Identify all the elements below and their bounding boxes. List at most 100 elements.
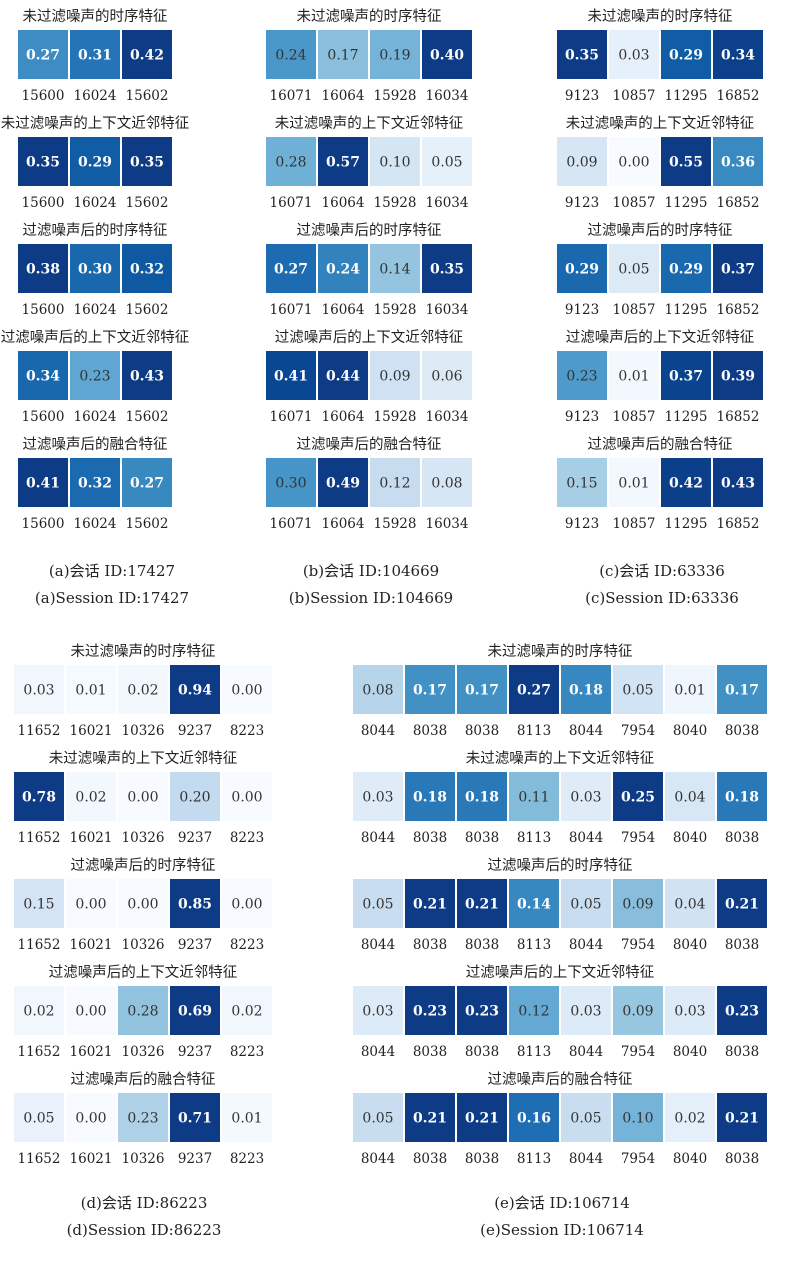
heatmap-tick-label: 8040 — [673, 937, 707, 953]
heatmap-cell-value: 0.23 — [566, 369, 597, 385]
heatmap-cell-value: 0.85 — [178, 897, 212, 913]
heatmap-tick-label: 9123 — [565, 516, 599, 532]
heatmap-cell-value: 0.23 — [413, 1004, 447, 1020]
heatmap-cell — [661, 458, 711, 507]
heatmap-cell-value: 0.11 — [518, 790, 549, 806]
heatmap-cell-value: 0.10 — [622, 1111, 653, 1127]
heatmap-tick-label: 8044 — [361, 1044, 395, 1060]
heatmap-cell-value: 0.12 — [518, 1004, 549, 1020]
heatmap-tick-label: 8038 — [465, 830, 499, 846]
heatmap-tick-label: 16034 — [426, 516, 469, 532]
heatmap-tick-label: 8038 — [725, 1151, 759, 1167]
heatmap-cell — [717, 1093, 767, 1142]
heatmap-cell — [509, 772, 559, 821]
heatmap-tick-label: 11652 — [18, 723, 61, 739]
heatmap-cell — [118, 986, 168, 1035]
heatmap-cell — [14, 986, 64, 1035]
caption-e: (e)会话 ID:106714 (e)Session ID:106714 — [352, 1190, 772, 1244]
heatmap-tick-label: 15600 — [22, 409, 65, 425]
caption-b-en: (b)Session ID:104669 — [288, 589, 454, 607]
heatmap-cell-value: 0.21 — [465, 897, 499, 913]
heatmap-tick-label: 10857 — [613, 409, 656, 425]
heatmap-tick-label: 16852 — [717, 409, 760, 425]
heatmap-cell-value: 0.10 — [379, 155, 410, 171]
heatmap-row-title: 未过滤噪声的时序特征 — [71, 642, 216, 660]
heatmap-cell — [14, 665, 64, 714]
heatmap-cell — [170, 879, 220, 928]
heatmap-cell — [222, 879, 272, 928]
heatmap-cell-value: 0.09 — [622, 897, 653, 913]
heatmap-cell-value: 0.35 — [430, 262, 464, 278]
heatmap-cell-value: 0.21 — [413, 1111, 447, 1127]
heatmap-cell-value: 0.25 — [621, 790, 655, 806]
heatmap-cell-value: 0.02 — [674, 1111, 705, 1127]
heatmap-tick-label: 10326 — [122, 830, 165, 846]
heatmap-cell-value: 0.23 — [725, 1004, 759, 1020]
heatmap-row-title: 过滤噪声后的时序特征 — [588, 221, 733, 239]
heatmap-cell — [422, 244, 472, 293]
heatmap-tick-label: 15928 — [374, 195, 417, 211]
heatmap-panel-c-svg: 未过滤噪声的时序特征 0.35 9123 0.03 10857 0.29 11295 0.34… — [557, 7, 763, 532]
heatmap-cell — [713, 30, 763, 79]
heatmap-cell — [609, 30, 659, 79]
heatmap-cell-value: 0.41 — [274, 369, 308, 385]
heatmap-cell — [266, 137, 316, 186]
heatmap-cell-value: 0.00 — [75, 1004, 106, 1020]
heatmap-row-title: 未过滤噪声的上下文近邻特征 — [566, 114, 755, 132]
heatmap-cell — [717, 986, 767, 1035]
heatmap-tick-label: 9237 — [178, 1044, 212, 1060]
heatmap-tick-label: 16024 — [74, 302, 117, 318]
heatmap-tick-label: 16071 — [270, 88, 313, 104]
heatmap-cell — [661, 30, 711, 79]
heatmap-panel-c: 未过滤噪声的时序特征 0.35 9123 0.03 10857 0.29 11295 0.34… — [556, 4, 764, 539]
heatmap-cell — [665, 1093, 715, 1142]
heatmap-cell-value: 0.01 — [231, 1111, 262, 1127]
heatmap-tick-label: 16034 — [426, 302, 469, 318]
heatmap-cell — [70, 137, 120, 186]
heatmap-cell — [509, 665, 559, 714]
heatmap-cell-value: 0.05 — [570, 897, 601, 913]
heatmap-cell — [457, 665, 507, 714]
heatmap-tick-label: 16021 — [70, 1151, 113, 1167]
heatmap-cell-value: 0.02 — [127, 683, 158, 699]
heatmap-tick-label: 8044 — [361, 723, 395, 739]
heatmap-cell — [318, 244, 368, 293]
heatmap-tick-label: 15928 — [374, 302, 417, 318]
heatmap-tick-label: 16024 — [74, 516, 117, 532]
heatmap-cell-value: 0.30 — [275, 476, 306, 492]
heatmap-tick-label: 9237 — [178, 830, 212, 846]
heatmap-cell-value: 0.21 — [725, 1111, 759, 1127]
heatmap-cell — [18, 137, 68, 186]
heatmap-cell — [609, 244, 659, 293]
heatmap-cell — [18, 351, 68, 400]
heatmap-row-title: 过滤噪声后的融合特征 — [588, 435, 733, 453]
heatmap-cell-value: 0.05 — [362, 1111, 393, 1127]
heatmap-tick-label: 16021 — [70, 723, 113, 739]
heatmap-cell — [118, 665, 168, 714]
heatmap-cell — [613, 1093, 663, 1142]
heatmap-panel-a: 未过滤噪声的时序特征 0.27 15600 0.31 16024 0.42 15602 未过滤… — [1, 4, 190, 539]
heatmap-tick-label: 8038 — [413, 937, 447, 953]
heatmap-tick-label: 16021 — [70, 937, 113, 953]
heatmap-cell — [713, 458, 763, 507]
heatmap-tick-label: 7954 — [621, 937, 655, 953]
heatmap-cell — [561, 879, 611, 928]
heatmap-cell-value: 0.18 — [413, 790, 447, 806]
heatmap-cell — [353, 1093, 403, 1142]
heatmap-cell — [18, 30, 68, 79]
heatmap-cell — [422, 30, 472, 79]
heatmap-cell-value: 0.09 — [566, 155, 597, 171]
heatmap-cell-value: 0.01 — [75, 683, 106, 699]
heatmap-cell — [122, 244, 172, 293]
heatmap-tick-label: 8040 — [673, 830, 707, 846]
heatmap-cell — [661, 351, 711, 400]
heatmap-cell-value: 0.00 — [75, 1111, 106, 1127]
heatmap-cell — [118, 1093, 168, 1142]
caption-b: (b)会话 ID:104669 (b)Session ID:104669 — [265, 558, 477, 612]
heatmap-cell — [70, 458, 120, 507]
heatmap-tick-label: 8223 — [230, 1151, 264, 1167]
heatmap-cell — [370, 244, 420, 293]
heatmap-cell-value: 0.27 — [274, 262, 308, 278]
heatmap-tick-label: 8038 — [725, 830, 759, 846]
heatmap-cell — [509, 1093, 559, 1142]
